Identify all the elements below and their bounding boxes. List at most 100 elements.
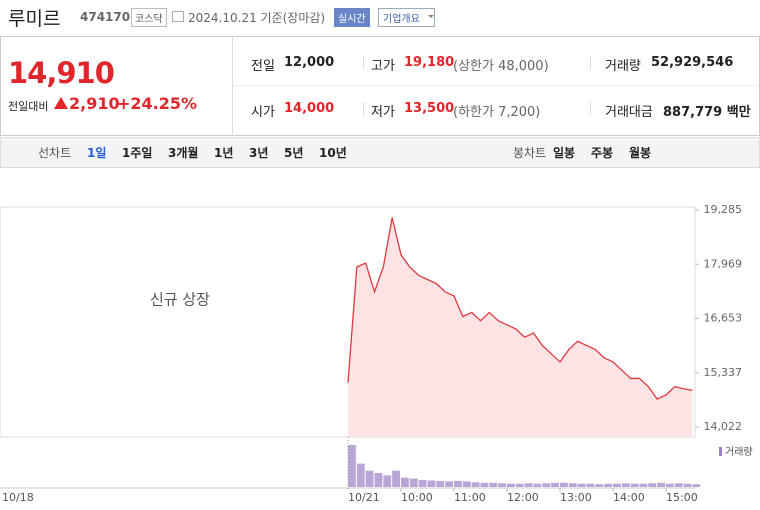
x-tick-label: 15:00	[666, 491, 698, 504]
price-line	[347, 217, 693, 400]
volume-bar	[683, 483, 692, 487]
x-tick-label: 12:00	[507, 491, 539, 504]
divider	[232, 37, 233, 134]
volume-bar	[560, 482, 568, 487]
y-tick-label: 14,022	[704, 420, 743, 433]
volume-bar	[515, 483, 524, 487]
volume-bar	[409, 478, 418, 487]
date: 2024.10.21 기준(장마감)	[188, 11, 326, 25]
volume-bar	[639, 483, 648, 487]
price-area	[348, 217, 693, 437]
volume-bar	[489, 482, 498, 487]
volume-bar	[621, 483, 630, 487]
tab[interactable]: 1년	[214, 146, 234, 160]
volume-bar	[542, 483, 551, 487]
volume-bar	[692, 484, 701, 487]
volume-bar	[657, 482, 665, 487]
up-arrow	[54, 97, 68, 109]
stat-label: 전일	[251, 59, 275, 74]
volume-bar	[498, 483, 506, 487]
tab[interactable]: 월봉	[629, 146, 652, 160]
y-tick-label: 16,653	[704, 312, 743, 325]
volume-bar	[392, 470, 400, 487]
tab-group-label: 선차트	[38, 146, 72, 160]
change: 2,910	[69, 94, 120, 113]
market-badge: 코스닥	[131, 8, 167, 27]
legend-swatch	[719, 447, 722, 456]
volume-bar	[604, 483, 612, 487]
volume-bar	[524, 483, 533, 487]
y-tick-label: 19,285	[704, 203, 743, 216]
price: 14,910	[8, 56, 115, 90]
x-tick-label: 11:00	[454, 491, 486, 504]
volume-bar	[383, 475, 392, 487]
legend-label: 거래량	[725, 446, 753, 458]
stat-value: 19,180	[404, 55, 455, 70]
stat-label: 거래량	[605, 59, 641, 74]
volume-bar	[480, 482, 489, 487]
volume-bar	[507, 483, 515, 487]
stock-code: 474170	[80, 10, 131, 24]
volume-bar	[454, 480, 462, 487]
tab[interactable]: 3년	[249, 146, 269, 160]
volume-bar	[348, 445, 356, 487]
y-tick-label: 17,969	[704, 257, 743, 270]
volume-bar	[595, 484, 604, 487]
divider	[233, 85, 758, 86]
change-label: 전일대비	[8, 100, 49, 113]
volume-bar	[666, 483, 674, 487]
stat-value: 12,000	[284, 55, 335, 70]
divider	[363, 102, 364, 116]
stat-value: 13,500	[404, 101, 455, 116]
tab[interactable]: 일봉	[553, 146, 576, 160]
volume-bar	[462, 481, 471, 487]
tab[interactable]: 1주일	[122, 146, 153, 160]
volume-bar	[648, 483, 657, 487]
volume-bar	[630, 483, 639, 487]
divider	[363, 56, 364, 70]
y-tick-label: 15,337	[704, 366, 743, 379]
volume-bar	[445, 481, 453, 487]
divider	[590, 56, 591, 70]
day-label: 10/21	[348, 491, 380, 504]
volume-bar	[674, 483, 683, 487]
stat-label: 고가	[371, 59, 395, 74]
x-tick-label: 10:00	[401, 491, 433, 504]
volume-bar	[533, 483, 542, 487]
volume-bar	[401, 477, 409, 487]
volume-bar	[577, 483, 586, 487]
tab[interactable]: 1일	[87, 146, 107, 160]
volume-bar	[551, 482, 559, 487]
stat-value: 14,000	[284, 101, 335, 116]
tab[interactable]: 10년	[319, 146, 347, 160]
realtime-button[interactable]: 실시간	[334, 8, 370, 27]
tab[interactable]: 주봉	[591, 146, 614, 160]
tab[interactable]: 3개월	[168, 146, 199, 160]
stat-value: 887,779 백만	[663, 105, 751, 120]
volume-bar	[568, 483, 577, 487]
volume-bar	[613, 483, 621, 487]
tab[interactable]: 5년	[284, 146, 304, 160]
divider	[590, 102, 591, 116]
volume-bar	[586, 483, 595, 487]
stat-label: 거래대금	[605, 105, 653, 120]
stat-label: 시가	[251, 105, 275, 120]
volume-bar	[356, 463, 365, 487]
stat-note: (하한가 7,200)	[453, 105, 541, 120]
volume-bar	[365, 470, 374, 487]
stock-name: 루미르	[8, 8, 61, 30]
day-label: 10/18	[2, 491, 34, 504]
x-tick-label: 13:00	[560, 491, 592, 504]
volume-bar	[427, 480, 436, 487]
dropdown-arrow	[428, 15, 434, 21]
stat-value: 52,929,546	[651, 55, 734, 70]
change-pct: +24.25%	[117, 94, 198, 113]
company-info-button[interactable]: 기업개요	[378, 8, 435, 27]
stat-note: (상한가 48,000)	[453, 59, 549, 74]
tab-group-label: 봉차트	[513, 146, 547, 160]
volume-bar	[436, 480, 445, 487]
tab-bar: 선차트 1일 1주일 3개월 1년 3년 5년 10년 봉차트 일봉 주봉 월봉	[0, 137, 760, 168]
volume-bar	[471, 482, 480, 487]
volume-bar	[418, 480, 427, 487]
